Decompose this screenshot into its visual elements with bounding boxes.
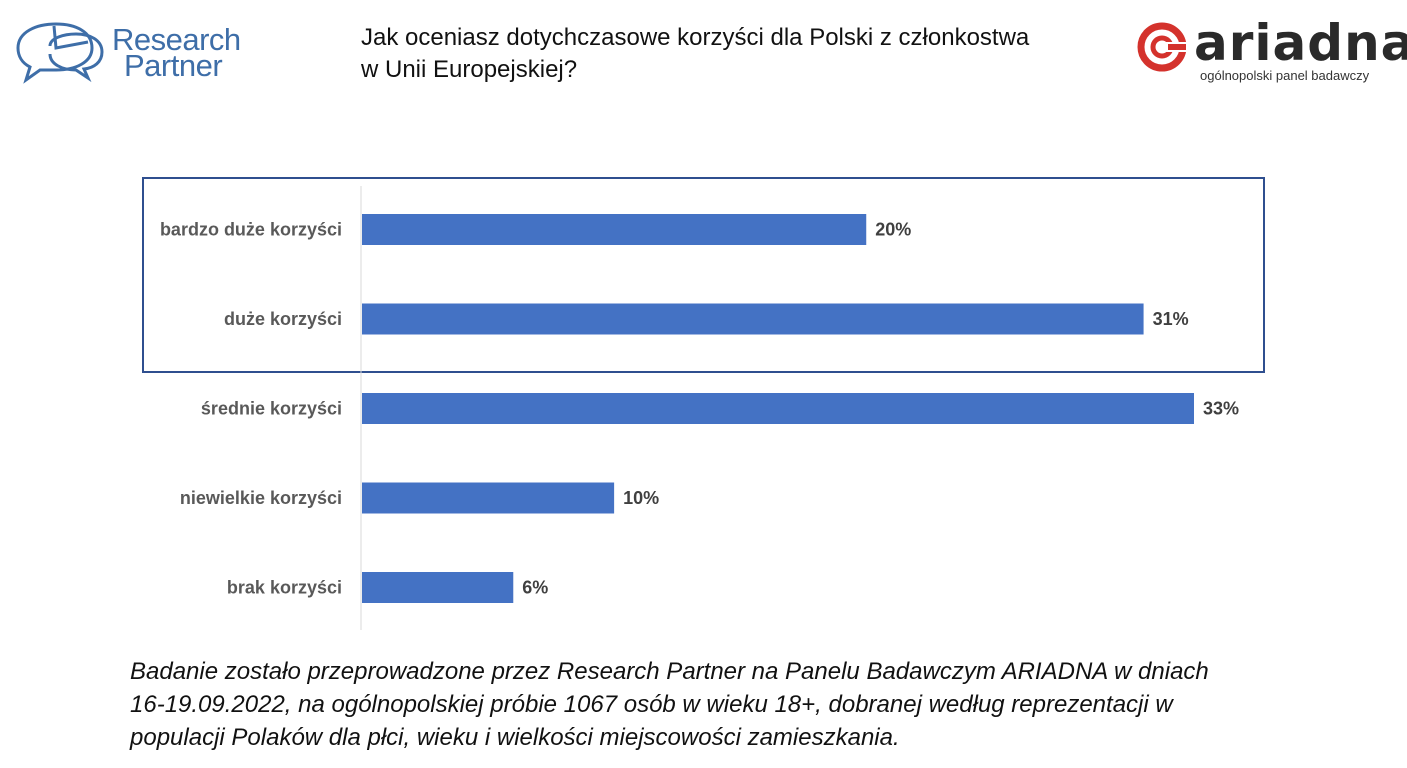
category-label: duże korzyści (224, 309, 342, 329)
footnote-line3: populacji Polaków dla płci, wieku i wiel… (130, 724, 900, 751)
bars-group: bardzo duże korzyści 20% duże korzyści 31% ś… (160, 214, 1239, 603)
bar-bardzo-duże-korzyści (362, 214, 867, 245)
methodology-note: Badanie zostało przeprowadzone przez Res… (130, 655, 1280, 754)
bar-duże-korzyści (362, 303, 1144, 335)
research-partner-wordmark: Research Partner (112, 22, 241, 83)
category-label: brak korzyści (227, 578, 342, 598)
value-label: 31% (1153, 309, 1189, 329)
footnote-line2: 16-19.09.2022, na ogólnopolskiej próbie … (130, 691, 1173, 718)
footnote-line1: Badanie zostało przeprowadzone przez Res… (130, 658, 1209, 685)
value-label: 20% (875, 220, 911, 240)
rp-line1: Research (112, 22, 241, 57)
ariadna-tagline: ogólnopolski panel badawczy (1200, 68, 1370, 83)
value-label: 33% (1203, 399, 1239, 419)
research-partner-logo: Research Partner (10, 18, 241, 88)
category-label: średnie korzyści (201, 399, 342, 419)
ariadna-spiral-icon (1137, 22, 1188, 72)
bar-brak-korzyści (362, 572, 514, 603)
bar-średnie-korzyści (362, 393, 1194, 424)
category-label: bardzo duże korzyści (160, 220, 342, 240)
bar-niewielkie-korzyści (362, 482, 615, 514)
ariadna-logo: ariadna ogólnopolski panel badawczy (1132, 14, 1407, 90)
rp-line2: Partner (124, 48, 223, 83)
value-label: 6% (522, 578, 548, 598)
highlight-frame (142, 177, 1265, 373)
category-label: niewielkie korzyści (180, 488, 342, 508)
title-line2: w Unii Europejskiej? (361, 56, 578, 83)
value-label: 10% (623, 488, 659, 508)
ariadna-wordmark: ariadna (1194, 14, 1407, 72)
title-line1: Jak oceniasz dotychczasowe korzyści dla … (361, 24, 1030, 51)
speech-bubbles-icon (16, 22, 104, 84)
chart-title: Jak oceniasz dotychczasowe korzyści dla … (361, 22, 1081, 86)
